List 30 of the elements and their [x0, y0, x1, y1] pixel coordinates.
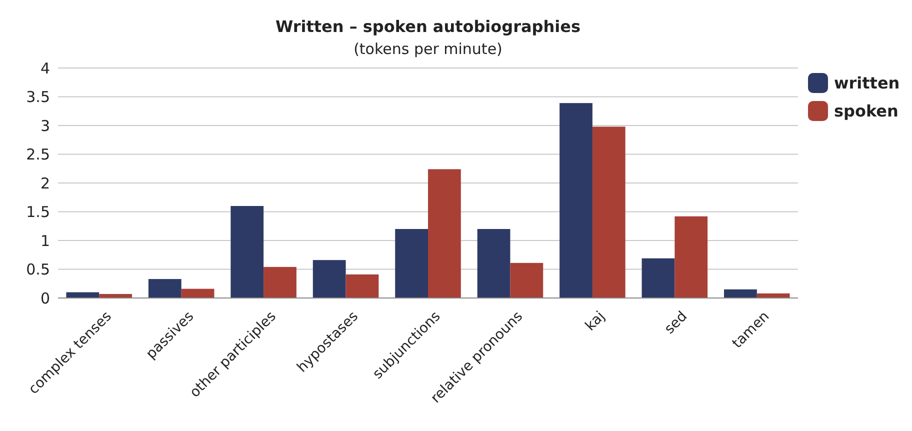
chart-title: Written – spoken autobiographies	[275, 17, 581, 36]
bar	[312, 260, 346, 298]
y-tick-label: 1	[40, 232, 50, 250]
y-tick-label: 2	[40, 174, 50, 192]
y-tick-label: 3.5	[26, 88, 50, 106]
bar	[560, 103, 592, 298]
bar	[724, 289, 757, 298]
bar	[428, 169, 461, 298]
bar	[477, 229, 510, 298]
y-tick-label: 1.5	[26, 203, 50, 221]
bar	[230, 206, 264, 298]
y-tick-label: 4	[40, 59, 50, 78]
x-tick-label: sed	[662, 308, 690, 338]
bar	[510, 262, 544, 298]
bar	[181, 288, 214, 298]
bar	[592, 126, 626, 298]
y-tick-label: 2.5	[26, 146, 50, 164]
bar	[395, 229, 428, 298]
y-tick-label: 3	[40, 116, 50, 135]
chart-subtitle: (tokens per minute)	[354, 40, 502, 58]
y-tick-label: 0	[40, 289, 50, 308]
legend-label: written	[834, 74, 900, 93]
bar	[346, 274, 379, 298]
legend-label: spoken	[834, 102, 898, 121]
bar	[148, 279, 182, 298]
x-tick-label: kaj	[582, 308, 608, 334]
bar	[642, 258, 675, 298]
y-tick-label: 0.5	[26, 260, 50, 278]
bar	[264, 266, 296, 298]
bar	[674, 216, 708, 298]
